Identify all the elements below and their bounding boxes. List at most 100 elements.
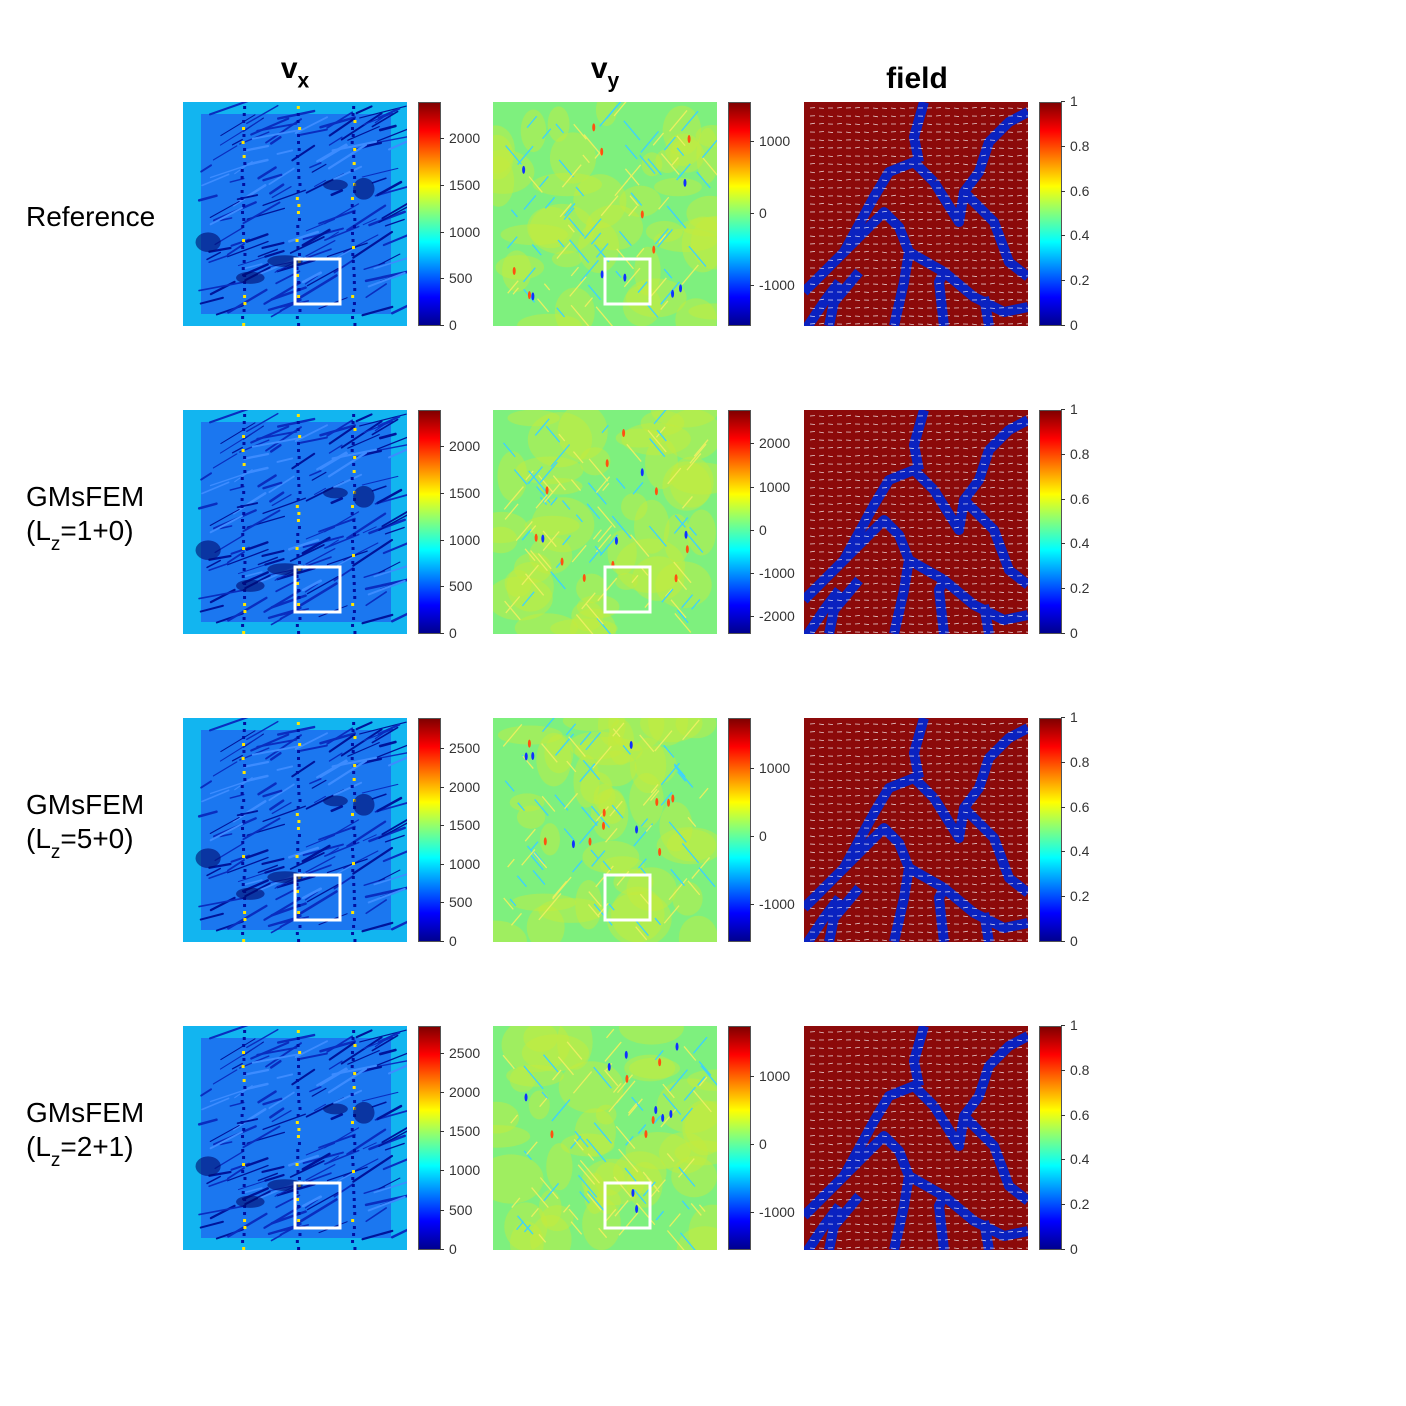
vx-fracture-streak bbox=[268, 167, 295, 186]
field-quiver-arrow bbox=[944, 1191, 950, 1194]
field-quiver-arrow bbox=[908, 1167, 914, 1170]
vy-positive-zone bbox=[640, 718, 703, 743]
field-quiver-arrow bbox=[980, 195, 986, 198]
vy-fracture-streak bbox=[615, 1125, 636, 1149]
vy-positive-zone bbox=[537, 478, 583, 495]
field-quiver-arrow bbox=[881, 155, 888, 157]
field-quiver-arrow bbox=[845, 131, 852, 134]
field-quiver-arrow bbox=[872, 130, 879, 133]
vx-fracture-dot bbox=[296, 554, 300, 557]
vy-fracture-streak bbox=[668, 1213, 681, 1227]
field-quiver-arrow bbox=[953, 1119, 959, 1122]
vx-fracture-streak bbox=[324, 1149, 360, 1165]
vx-fracture-dot bbox=[295, 267, 299, 270]
field-quiver-arrow bbox=[1016, 463, 1023, 465]
field-quiver-arrow bbox=[1025, 1191, 1028, 1193]
field-quiver-arrow bbox=[953, 462, 959, 465]
vx-low-zone bbox=[353, 793, 375, 816]
heatmap-panel-vy bbox=[493, 718, 717, 942]
field-quiver-arrow bbox=[989, 259, 996, 262]
field-quiver-arrow bbox=[854, 171, 861, 173]
field-quiver-arrow bbox=[998, 518, 1005, 521]
vx-fracture-dot bbox=[352, 1226, 356, 1229]
vx-fracture-dot bbox=[298, 869, 302, 872]
field-quiver-arrow bbox=[899, 139, 906, 141]
vx-fracture-streak bbox=[378, 206, 407, 223]
vy-fracture-streak bbox=[675, 576, 688, 591]
vx-fracture-streak bbox=[294, 116, 328, 135]
field-quiver-arrow bbox=[989, 227, 996, 229]
field-quiver-arrow bbox=[899, 1103, 905, 1106]
vx-fracture-streak bbox=[352, 538, 394, 567]
field-quiver-arrow bbox=[908, 939, 914, 942]
vy-positive-zone bbox=[568, 731, 627, 760]
field-quiver-arrow bbox=[854, 787, 860, 790]
field-quiver-arrow bbox=[1025, 123, 1028, 125]
vx-fracture-dot bbox=[241, 449, 245, 452]
vy-fracture-streak bbox=[504, 600, 521, 621]
vx-fracture-dot bbox=[351, 1184, 355, 1187]
field-quiver-arrow bbox=[1016, 843, 1023, 845]
field-quiver-arrow bbox=[827, 131, 834, 133]
vx-fracture-streak bbox=[306, 1172, 332, 1183]
field-quiver-arrow bbox=[890, 463, 897, 465]
field-quiver-arrow bbox=[827, 938, 834, 941]
row-label-line2: (Lz=1+0) bbox=[26, 514, 144, 555]
vy-positive-zone bbox=[562, 718, 620, 732]
vy-fracture-streak bbox=[552, 876, 572, 900]
vy-fracture-streak bbox=[565, 723, 577, 736]
vx-fracture-streak bbox=[363, 728, 393, 742]
vx-fracture-dot bbox=[243, 1072, 247, 1075]
field-quiver-arrow bbox=[926, 266, 933, 269]
vx-fracture-dot bbox=[241, 211, 245, 214]
vy-fracture-streak bbox=[575, 514, 583, 523]
vx-fracture-streak bbox=[365, 591, 387, 607]
vx-fracture-dot bbox=[351, 561, 355, 564]
vx-fracture-dot bbox=[240, 813, 244, 816]
field-quiver-arrow bbox=[899, 495, 906, 498]
field-quiver-arrow bbox=[962, 819, 969, 822]
field-quiver-arrow bbox=[845, 471, 852, 473]
field-quiver-arrow bbox=[1016, 439, 1023, 441]
vx-fracture-dot bbox=[241, 862, 245, 865]
field-quiver-arrow bbox=[899, 1206, 906, 1209]
field-quiver-arrow bbox=[863, 1134, 870, 1137]
vx-fracture-dot bbox=[242, 183, 246, 186]
field-quiver-arrow bbox=[845, 1046, 852, 1049]
colorbar-tick-label: 1 bbox=[1061, 709, 1078, 725]
vy-fracture-streak bbox=[611, 515, 632, 539]
field-quiver-arrow bbox=[818, 170, 824, 173]
field-quiver-arrow bbox=[971, 171, 977, 174]
field-quiver-arrow bbox=[980, 163, 987, 165]
vx-fracture-streak bbox=[264, 1173, 285, 1182]
field-quiver-arrow bbox=[962, 843, 969, 845]
vx-fracture-dot bbox=[242, 540, 246, 543]
field-quiver-arrow bbox=[1025, 747, 1028, 749]
vy-extreme-spot bbox=[550, 1130, 554, 1139]
highlight-box bbox=[293, 565, 342, 614]
field-quiver-arrow bbox=[962, 827, 969, 830]
vx-fracture-dot bbox=[243, 610, 247, 613]
field-quiver-arrow bbox=[917, 511, 924, 513]
vx-fracture-streak bbox=[301, 844, 331, 863]
field-quiver-arrow bbox=[863, 479, 870, 481]
field-quiver-arrow bbox=[881, 1055, 888, 1057]
field-quiver-arrow bbox=[980, 431, 987, 433]
field-quiver-arrow bbox=[1016, 891, 1023, 893]
vx-fracture-streak bbox=[373, 873, 407, 886]
colorbar bbox=[728, 718, 751, 942]
vx-fracture-dot bbox=[350, 512, 354, 515]
vx-fracture-streak bbox=[378, 124, 397, 132]
vy-fracture-streak bbox=[517, 802, 525, 812]
vy-extreme-spot bbox=[541, 534, 545, 543]
field-quiver-arrow bbox=[971, 431, 978, 434]
vx-fracture-dot bbox=[297, 169, 301, 172]
vy-fracture-streak bbox=[604, 1069, 619, 1087]
field-quiver-arrow bbox=[1025, 1047, 1028, 1049]
vx-fracture-dot bbox=[296, 1044, 300, 1047]
vx-fracture-dot bbox=[241, 827, 245, 830]
vx-fracture-streak bbox=[381, 510, 407, 528]
field-quiver-arrow bbox=[899, 583, 906, 586]
vx-fracture-streak bbox=[230, 238, 250, 247]
field-quiver-arrow bbox=[1025, 1055, 1028, 1057]
